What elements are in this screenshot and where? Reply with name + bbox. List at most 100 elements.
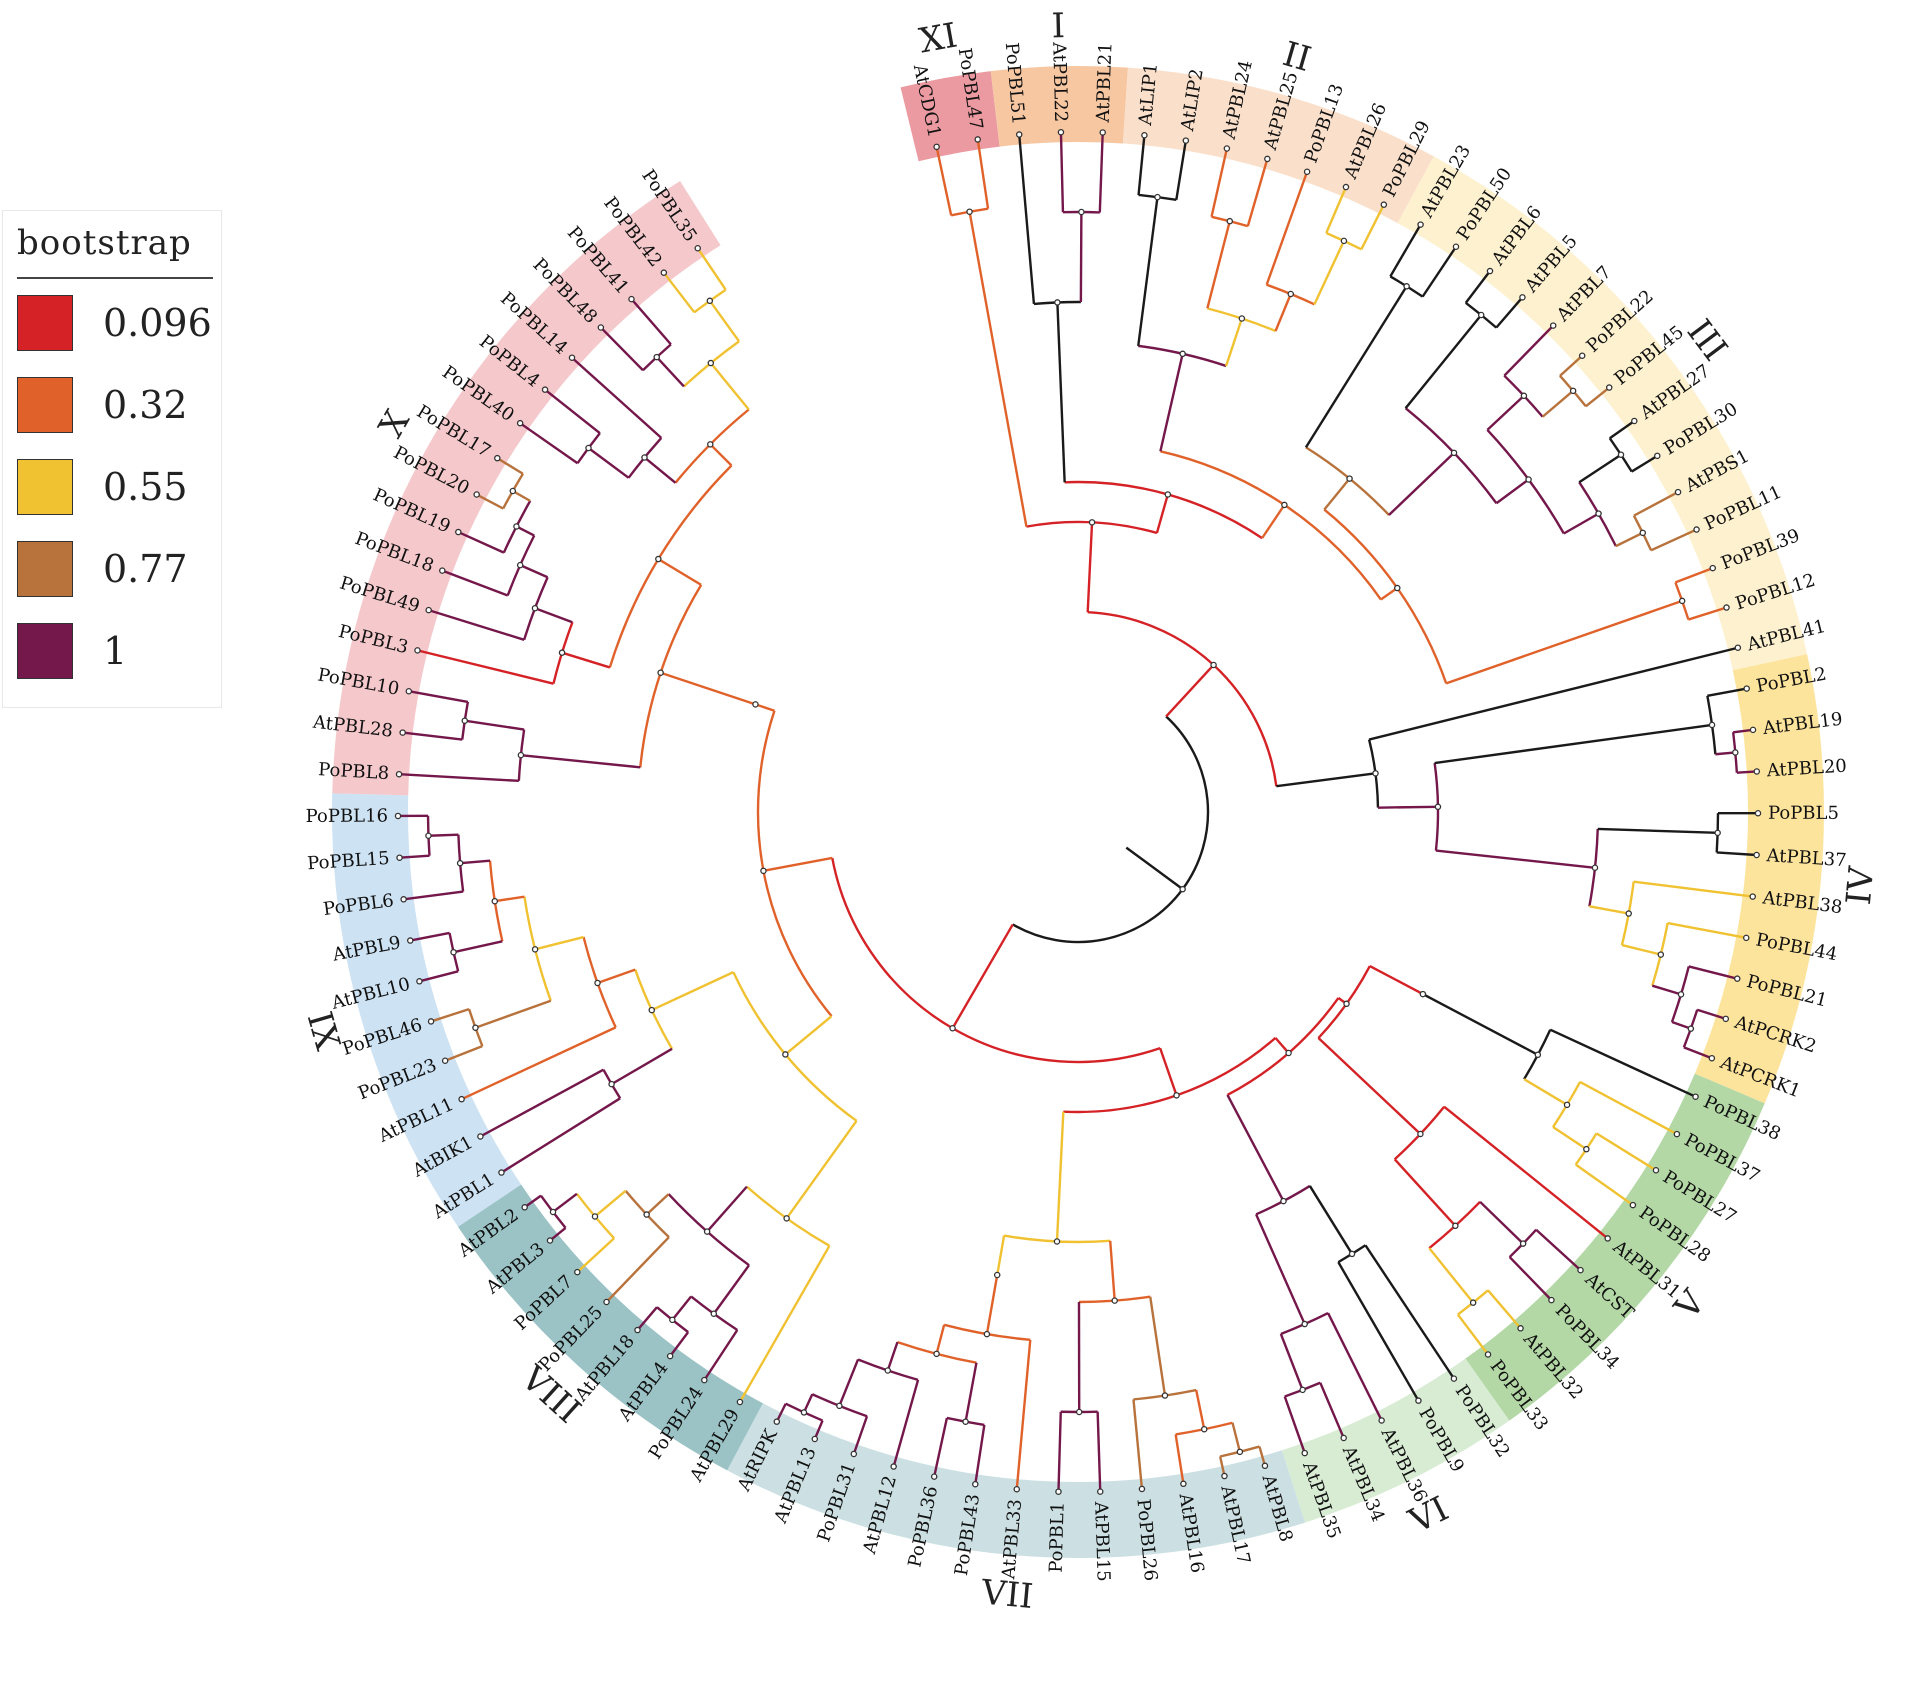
branch-radial	[1210, 148, 1229, 218]
leaf-tip	[477, 1133, 484, 1140]
internal-node	[1569, 387, 1577, 395]
internal-node	[608, 1080, 615, 1088]
leaf-tip	[1723, 604, 1730, 611]
branch-radial	[1736, 770, 1757, 774]
group-ring	[332, 66, 1824, 1558]
leaf-tip	[1734, 644, 1742, 651]
internal-node	[760, 867, 767, 875]
branch-radial	[1443, 1105, 1609, 1240]
branch-radial	[428, 833, 459, 837]
branch-radial	[1175, 140, 1188, 201]
branch-radial	[496, 457, 524, 475]
branch-radial	[709, 362, 750, 411]
branch-radial	[802, 1393, 814, 1413]
branch-radial	[494, 895, 525, 903]
group-numeral-IV: IV	[1839, 864, 1883, 907]
internal-node	[509, 487, 517, 495]
internal-node	[456, 859, 464, 867]
branch-radial	[1609, 419, 1636, 440]
branch-radial	[1563, 512, 1600, 535]
branch-radial	[457, 530, 505, 554]
leaf-tip	[395, 770, 403, 778]
branch-radial	[1707, 687, 1747, 698]
internal-node	[1394, 584, 1401, 592]
internal-node	[706, 297, 714, 305]
group-numeral-VII: VII	[979, 1572, 1035, 1617]
leaf-tip	[1743, 685, 1750, 692]
branch-radial	[402, 731, 463, 741]
branch-radial	[1589, 905, 1629, 915]
branch-radial	[892, 1379, 920, 1467]
branch-radial	[1079, 212, 1083, 303]
branch-radial	[708, 300, 741, 343]
internal-node	[1111, 1297, 1118, 1304]
leaf-tip	[1057, 128, 1065, 136]
branch-radial	[597, 968, 636, 985]
branch-radial	[964, 1362, 978, 1422]
branch-radial	[576, 1237, 615, 1274]
leaf-label: AtPBL22	[1048, 41, 1071, 123]
leaf-tip	[1221, 1472, 1228, 1480]
branch-radial	[1380, 587, 1398, 601]
leaf-label: PoPBL8	[318, 759, 390, 784]
internal-node	[491, 897, 499, 905]
branch-radial	[403, 890, 464, 901]
internal-node	[1450, 449, 1458, 457]
branch-radial	[1206, 220, 1231, 309]
internal-node	[1677, 991, 1685, 998]
branch-radial	[1683, 1046, 1713, 1060]
branch-radial	[1369, 965, 1424, 996]
bootstrap-legend: bootstrap 0.096 0.32 0.55 0.77 1	[2, 210, 222, 708]
internal-node	[966, 208, 973, 215]
branch-radial	[1421, 246, 1457, 298]
leaf-tip	[930, 1473, 938, 1480]
leaf-tip	[660, 269, 668, 276]
branch-radial	[976, 139, 990, 209]
internal-node	[1348, 1250, 1356, 1258]
leaf-tip	[1753, 851, 1760, 859]
internal-node	[1281, 501, 1288, 509]
branch-radial	[1218, 1456, 1226, 1477]
leaf-tip	[736, 1398, 744, 1406]
branch-radial	[1174, 1434, 1185, 1484]
branch-radial	[1317, 1037, 1422, 1135]
leaf-tip	[1417, 221, 1424, 228]
internal-node	[1595, 510, 1602, 517]
group-sector-II	[1122, 67, 1434, 224]
leaf-tip	[1549, 322, 1557, 329]
branch-radial	[636, 1306, 658, 1331]
legend-label: 0.55	[103, 465, 188, 509]
leaf-tip	[972, 1480, 979, 1488]
internal-node	[591, 1213, 599, 1220]
branch-radial	[1495, 478, 1530, 505]
group-sector-VIII	[457, 1184, 763, 1471]
branch-radial	[852, 1415, 869, 1455]
leaf-tip	[1452, 243, 1460, 250]
legend-item-0: 0.096	[17, 295, 217, 351]
branch-radial	[1671, 1020, 1692, 1030]
branch-radial	[1274, 1037, 1290, 1054]
internal-node	[1583, 1145, 1590, 1153]
internal-node	[1054, 299, 1061, 306]
branch-radial	[669, 1331, 690, 1357]
leaf-label: AtPBL37	[1765, 845, 1847, 871]
internal-node	[783, 1215, 790, 1222]
branch-radial	[1715, 751, 1736, 756]
leaf-tip	[1486, 267, 1494, 275]
branch-radial	[1055, 1111, 1065, 1242]
branch-radial	[594, 1189, 627, 1218]
group-numeral-II: II	[1278, 34, 1315, 80]
leaf-tip	[394, 812, 402, 820]
leaf-tip	[1631, 417, 1638, 425]
branch-radial	[549, 1226, 567, 1242]
branch-radial	[444, 1045, 483, 1062]
leaf-tip	[1605, 384, 1613, 391]
legend-item-1: 0.32	[17, 377, 217, 433]
branch-radial	[441, 569, 509, 597]
branch-radial	[838, 1359, 860, 1407]
leaf-tip	[1734, 975, 1741, 982]
branch-radial	[974, 1424, 986, 1485]
branch-radial	[523, 1194, 542, 1209]
internal-node	[1226, 217, 1234, 225]
branch-radial	[512, 489, 531, 502]
